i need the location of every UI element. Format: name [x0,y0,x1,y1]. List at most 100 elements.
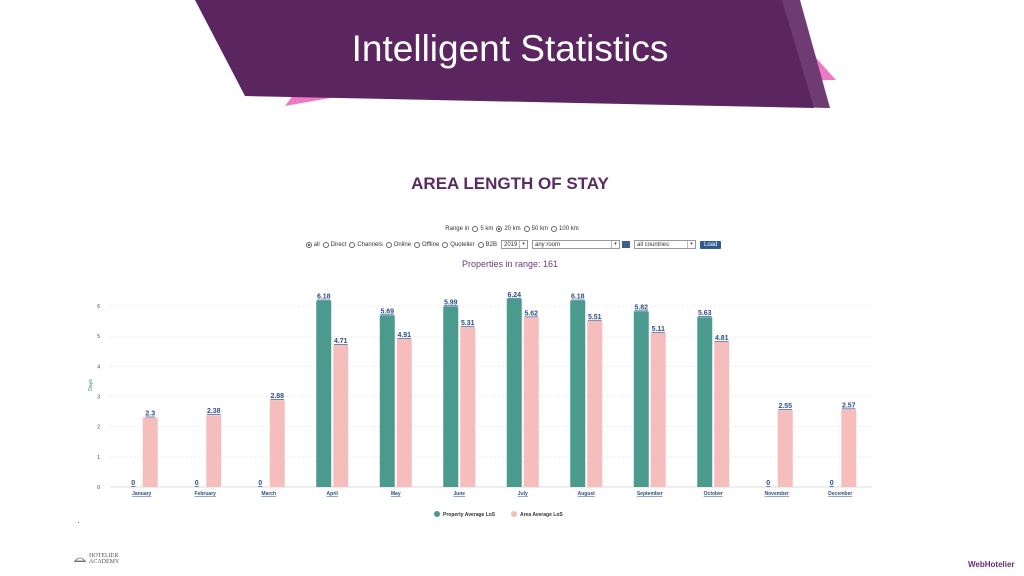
channel-radio-channels[interactable] [349,241,356,248]
x-tick-label: June [453,491,465,497]
properties-in-range: Properties in range: 161 [461,259,559,269]
data-label: 4.71 [334,338,348,345]
channel-radio-b2b[interactable] [477,241,484,248]
bar-area [841,409,857,487]
range-option-label: 50 km [531,226,549,232]
bar-area [460,326,476,487]
y-tick-label: 6 [97,304,100,310]
channel-radio-offline[interactable] [414,241,421,248]
data-label: 2.38 [207,408,221,415]
bar-area [523,317,539,487]
y-tick-label: 1 [97,455,100,461]
country-select-value: all countries [636,241,669,248]
x-tick-label: December [828,491,852,497]
x-tick-label: August [578,491,596,497]
data-label: 5.11 [652,326,665,333]
chevron-down-icon: ▾ [686,241,695,248]
chevron-down-icon: ▾ [610,241,619,248]
channel-option-label: Channels [357,241,383,248]
calendar-icon[interactable] [621,241,630,248]
channel-radio-quotelier[interactable] [442,241,449,248]
channel-radio-online[interactable] [385,241,392,248]
load-button[interactable]: Load [699,240,722,249]
range-radio-50km[interactable] [523,226,530,232]
bar-property [443,306,459,487]
y-axis-label: Days [88,379,94,391]
data-label: 0 [131,480,135,487]
bar-area [650,332,666,487]
country-select[interactable]: all countries ▾ [633,240,696,249]
room-select[interactable]: any room ▾ [531,240,620,249]
data-label: 0 [195,480,199,487]
range-selector: Range in 5 km 20 km 50 km 100 km [0,224,1024,234]
data-label: 5.31 [461,320,475,327]
bar-area [269,400,285,487]
data-label: 5.51 [588,314,602,321]
bar-area [777,410,793,487]
legend-marker [434,511,440,517]
channel-option-label: all [313,241,320,248]
data-label: 5.99 [444,299,458,306]
range-radio-20km[interactable] [496,226,503,232]
data-label: 2.3 [145,411,155,418]
logo-line: ACADEMY [89,559,120,565]
data-label: 2.88 [270,393,284,400]
slide-banner [195,0,836,108]
legend-label: Area Average LoS [520,512,563,518]
data-label: 4.81 [715,335,729,342]
data-label: 6.18 [571,294,585,301]
logo-line: HOTELIER [89,553,119,559]
bar-area [333,344,349,487]
room-select-value: any room [534,241,560,248]
bar-area [714,341,730,487]
x-tick-label: March [261,491,276,497]
legend-label: Property Average LoS [443,512,496,518]
y-tick-label: 5 [97,334,100,340]
x-tick-label: February [195,491,217,497]
bar-area [587,320,603,487]
x-tick-label: October [704,491,723,497]
data-label: 5.62 [524,311,538,318]
data-label: 0 [258,480,262,487]
channel-radio-all[interactable] [305,241,312,248]
bar-area [206,415,222,487]
x-tick-label: July [518,491,528,497]
legend-marker [511,511,517,517]
y-tick-label: 2 [97,425,100,431]
data-label: 0 [830,480,834,487]
channel-option-label: Direct [330,241,347,248]
data-label: 2.57 [842,403,856,410]
data-label: 5.63 [698,310,712,317]
chevron-down-icon: ▾ [518,241,527,248]
range-radio-100km[interactable] [551,226,558,232]
data-label: 2.55 [778,403,792,410]
bar-property [316,300,332,487]
channel-option-label: Offline [422,241,440,248]
year-select-value: 2019 [503,241,518,248]
year-select[interactable]: 2019 ▾ [500,240,528,249]
decorative-dot [78,522,79,523]
bar-property [633,311,649,487]
bar-area [396,338,412,487]
y-tick-label: 0 [97,485,100,491]
range-radio-5km[interactable] [472,226,479,232]
y-tick-label: 3 [97,395,100,401]
hat-icon [74,557,86,562]
range-option-label: 5 km [480,226,494,232]
channel-radio-direct[interactable] [322,241,329,248]
hotelier-academy-logo: HOTELIER ACADEMY [74,553,119,565]
data-label: 6.24 [507,292,521,299]
bar-property [697,317,713,487]
chart-title: AREA LENGTH OF STAY [411,174,609,193]
slide-title: Intelligent Statistics [351,28,669,69]
banner-purple-shape [195,0,814,108]
channel-option-label: Quotelier [450,241,475,248]
data-label: 0 [766,480,770,487]
range-option-label: 100 km [559,226,579,232]
range-label: Range in [445,226,470,232]
x-tick-label: January [132,491,151,497]
data-label: 5.69 [380,308,394,315]
channel-filter-bar: all Direct Channels Online Offline Quote… [0,239,1024,250]
x-tick-label: May [391,491,401,497]
